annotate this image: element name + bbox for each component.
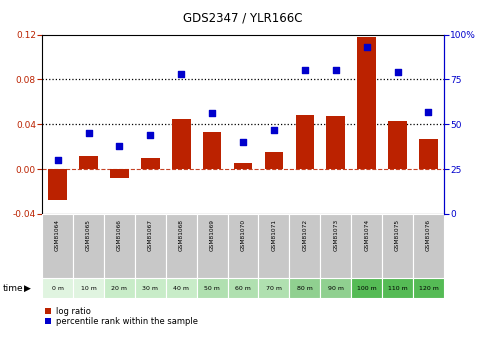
Bar xyxy=(79,156,98,169)
Text: GSM81076: GSM81076 xyxy=(426,219,431,251)
Bar xyxy=(197,278,228,298)
Text: 10 m: 10 m xyxy=(80,286,96,290)
Bar xyxy=(166,278,197,298)
Point xyxy=(394,69,402,75)
Bar xyxy=(104,214,135,278)
Point xyxy=(332,68,340,73)
Bar xyxy=(141,158,160,169)
Text: 80 m: 80 m xyxy=(297,286,313,290)
Text: 120 m: 120 m xyxy=(419,286,438,290)
Text: GSM81064: GSM81064 xyxy=(55,219,60,251)
Bar xyxy=(320,214,351,278)
Bar xyxy=(388,121,407,169)
Point xyxy=(239,139,247,145)
Text: GSM81069: GSM81069 xyxy=(210,219,215,251)
Point xyxy=(116,143,124,148)
Bar xyxy=(73,278,104,298)
Text: GSM81075: GSM81075 xyxy=(395,219,400,251)
Bar xyxy=(166,214,197,278)
Bar xyxy=(228,278,258,298)
Bar xyxy=(413,278,444,298)
Text: 20 m: 20 m xyxy=(112,286,127,290)
Bar xyxy=(203,132,221,169)
Text: GSM81073: GSM81073 xyxy=(333,219,338,251)
Point xyxy=(425,109,433,115)
Bar xyxy=(326,116,345,169)
Bar xyxy=(135,214,166,278)
Bar xyxy=(228,214,258,278)
Text: percentile rank within the sample: percentile rank within the sample xyxy=(56,317,197,326)
Bar xyxy=(351,214,382,278)
Bar xyxy=(258,278,289,298)
Bar xyxy=(73,214,104,278)
Bar xyxy=(258,214,289,278)
Text: time: time xyxy=(2,284,23,293)
Bar xyxy=(382,278,413,298)
Bar xyxy=(296,115,314,169)
Bar xyxy=(135,278,166,298)
Text: 70 m: 70 m xyxy=(266,286,282,290)
Text: GSM81068: GSM81068 xyxy=(179,219,184,251)
Bar xyxy=(382,214,413,278)
Text: 100 m: 100 m xyxy=(357,286,376,290)
Bar xyxy=(320,278,351,298)
Point xyxy=(146,132,154,138)
Text: GSM81071: GSM81071 xyxy=(271,219,276,251)
Point xyxy=(84,130,92,136)
Bar xyxy=(419,139,438,169)
Text: 30 m: 30 m xyxy=(142,286,158,290)
Point xyxy=(301,68,309,73)
Bar xyxy=(289,214,320,278)
Text: 110 m: 110 m xyxy=(388,286,407,290)
Bar xyxy=(289,278,320,298)
Bar xyxy=(234,164,252,169)
Text: ▶: ▶ xyxy=(24,284,31,293)
Point xyxy=(177,71,185,77)
Text: 60 m: 60 m xyxy=(235,286,251,290)
Bar xyxy=(104,278,135,298)
Text: GSM81065: GSM81065 xyxy=(86,219,91,251)
Bar xyxy=(265,152,283,169)
Text: log ratio: log ratio xyxy=(56,307,90,316)
Bar xyxy=(197,214,228,278)
Text: GSM81072: GSM81072 xyxy=(303,219,308,251)
Bar xyxy=(358,37,376,169)
Text: GSM81066: GSM81066 xyxy=(117,219,122,251)
Point xyxy=(270,127,278,132)
Bar xyxy=(351,278,382,298)
Text: GSM81074: GSM81074 xyxy=(364,219,369,251)
Bar xyxy=(172,119,190,169)
Point xyxy=(363,44,371,50)
Bar xyxy=(42,214,73,278)
Point xyxy=(54,157,62,163)
Bar xyxy=(413,214,444,278)
Bar xyxy=(42,278,73,298)
Text: 50 m: 50 m xyxy=(204,286,220,290)
Text: 0 m: 0 m xyxy=(52,286,63,290)
Text: GSM81067: GSM81067 xyxy=(148,219,153,251)
Text: GSM81070: GSM81070 xyxy=(241,219,246,251)
Text: 40 m: 40 m xyxy=(173,286,189,290)
Text: GDS2347 / YLR166C: GDS2347 / YLR166C xyxy=(184,11,303,24)
Point xyxy=(208,111,216,116)
Text: 90 m: 90 m xyxy=(328,286,344,290)
Bar xyxy=(48,169,67,200)
Bar xyxy=(110,169,128,178)
